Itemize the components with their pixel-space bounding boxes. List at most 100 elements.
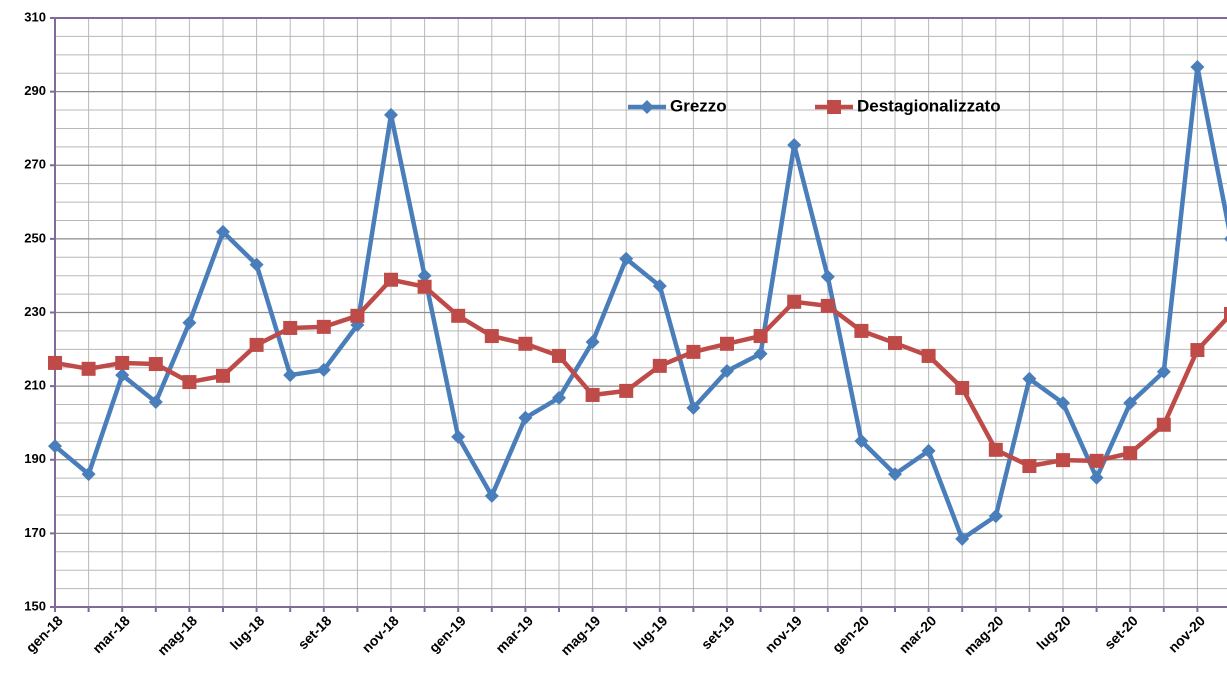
y-tick-label: 250 (24, 230, 46, 245)
point (854, 433, 869, 448)
point (854, 323, 869, 338)
y-tick-label: 270 (24, 157, 46, 172)
point (384, 107, 398, 122)
point (686, 344, 701, 359)
point (1224, 235, 1227, 242)
y-tick-label: 170 (24, 525, 46, 540)
point (552, 348, 566, 363)
x-tick-label: mag-18 (154, 612, 200, 658)
series-line (53, 64, 1227, 542)
point (148, 357, 163, 372)
point (552, 390, 566, 405)
x-tick-label: lug-18 (227, 612, 268, 653)
x-tick-label: nov-18 (359, 612, 402, 655)
y-tick-label: 150 (24, 598, 46, 613)
point (1056, 396, 1070, 411)
point (820, 298, 835, 313)
point (1022, 371, 1037, 386)
x-tick-label: mar-19 (492, 612, 536, 656)
x-tick-label: set-19 (698, 612, 738, 652)
point (216, 224, 230, 239)
point (384, 272, 398, 287)
point (182, 315, 197, 330)
x-tick-label: mag-20 (961, 612, 1007, 658)
point (619, 383, 634, 398)
x-tick-label: gen-18 (23, 612, 66, 655)
point (820, 269, 835, 284)
point (182, 375, 197, 390)
point (921, 443, 936, 458)
point (518, 336, 533, 351)
y-tick-label: 230 (24, 304, 46, 319)
point (720, 364, 734, 379)
point (585, 387, 600, 402)
point (753, 329, 768, 344)
point (1190, 343, 1205, 358)
point (115, 355, 130, 370)
point (686, 400, 701, 415)
point (148, 394, 163, 409)
point (787, 294, 802, 309)
x-tick-label: lug-19 (630, 612, 671, 653)
point (1123, 396, 1138, 411)
point (888, 336, 902, 351)
point (955, 531, 970, 546)
point (283, 368, 298, 383)
point (48, 355, 62, 370)
point (518, 410, 533, 425)
point (652, 358, 667, 373)
point (585, 334, 600, 349)
point (787, 138, 802, 153)
point (988, 509, 1003, 524)
point (619, 251, 634, 266)
point (451, 429, 466, 444)
point (283, 320, 298, 335)
point (888, 467, 902, 482)
x-tick-label: gen-20 (829, 612, 872, 655)
point (484, 329, 499, 344)
point (417, 279, 432, 294)
point (115, 368, 130, 383)
point (316, 362, 331, 377)
point (1056, 453, 1070, 468)
point (350, 308, 365, 323)
point (316, 319, 331, 334)
point (484, 488, 499, 503)
point (417, 268, 432, 283)
legend-label: Grezzo (670, 96, 727, 115)
point (451, 308, 466, 323)
point (249, 257, 264, 272)
point (955, 380, 970, 395)
legend-marker (640, 100, 654, 114)
x-tick-label: gen-19 (426, 612, 469, 655)
point (81, 467, 96, 482)
series-line (54, 277, 1227, 469)
point (1156, 364, 1171, 379)
x-tick-label: mag-19 (557, 612, 603, 658)
x-tick-label: mar-18 (89, 612, 133, 656)
y-tick-label: 310 (24, 9, 46, 24)
x-tick-label: mar-20 (896, 612, 940, 656)
point (1089, 470, 1104, 485)
x-tick-label: nov-19 (762, 612, 805, 655)
point (720, 336, 734, 351)
y-tick-label: 290 (24, 83, 46, 98)
point (1190, 59, 1205, 74)
y-tick-label: 190 (24, 451, 46, 466)
point (921, 348, 936, 363)
x-tick-label: nov-20 (1165, 612, 1208, 655)
point (1156, 417, 1171, 432)
x-tick-label: set-20 (1101, 612, 1141, 652)
legend-marker (827, 100, 841, 114)
legend-label: Destagionalizzato (857, 96, 1001, 115)
point (1089, 453, 1104, 468)
y-tick-label: 210 (24, 378, 46, 393)
point (753, 346, 768, 361)
x-tick-label: set-18 (295, 612, 335, 652)
point (1224, 306, 1227, 321)
x-tick-label: lug-20 (1033, 612, 1074, 653)
point (48, 439, 62, 454)
point (249, 337, 264, 352)
point (81, 361, 96, 376)
point (652, 278, 667, 293)
